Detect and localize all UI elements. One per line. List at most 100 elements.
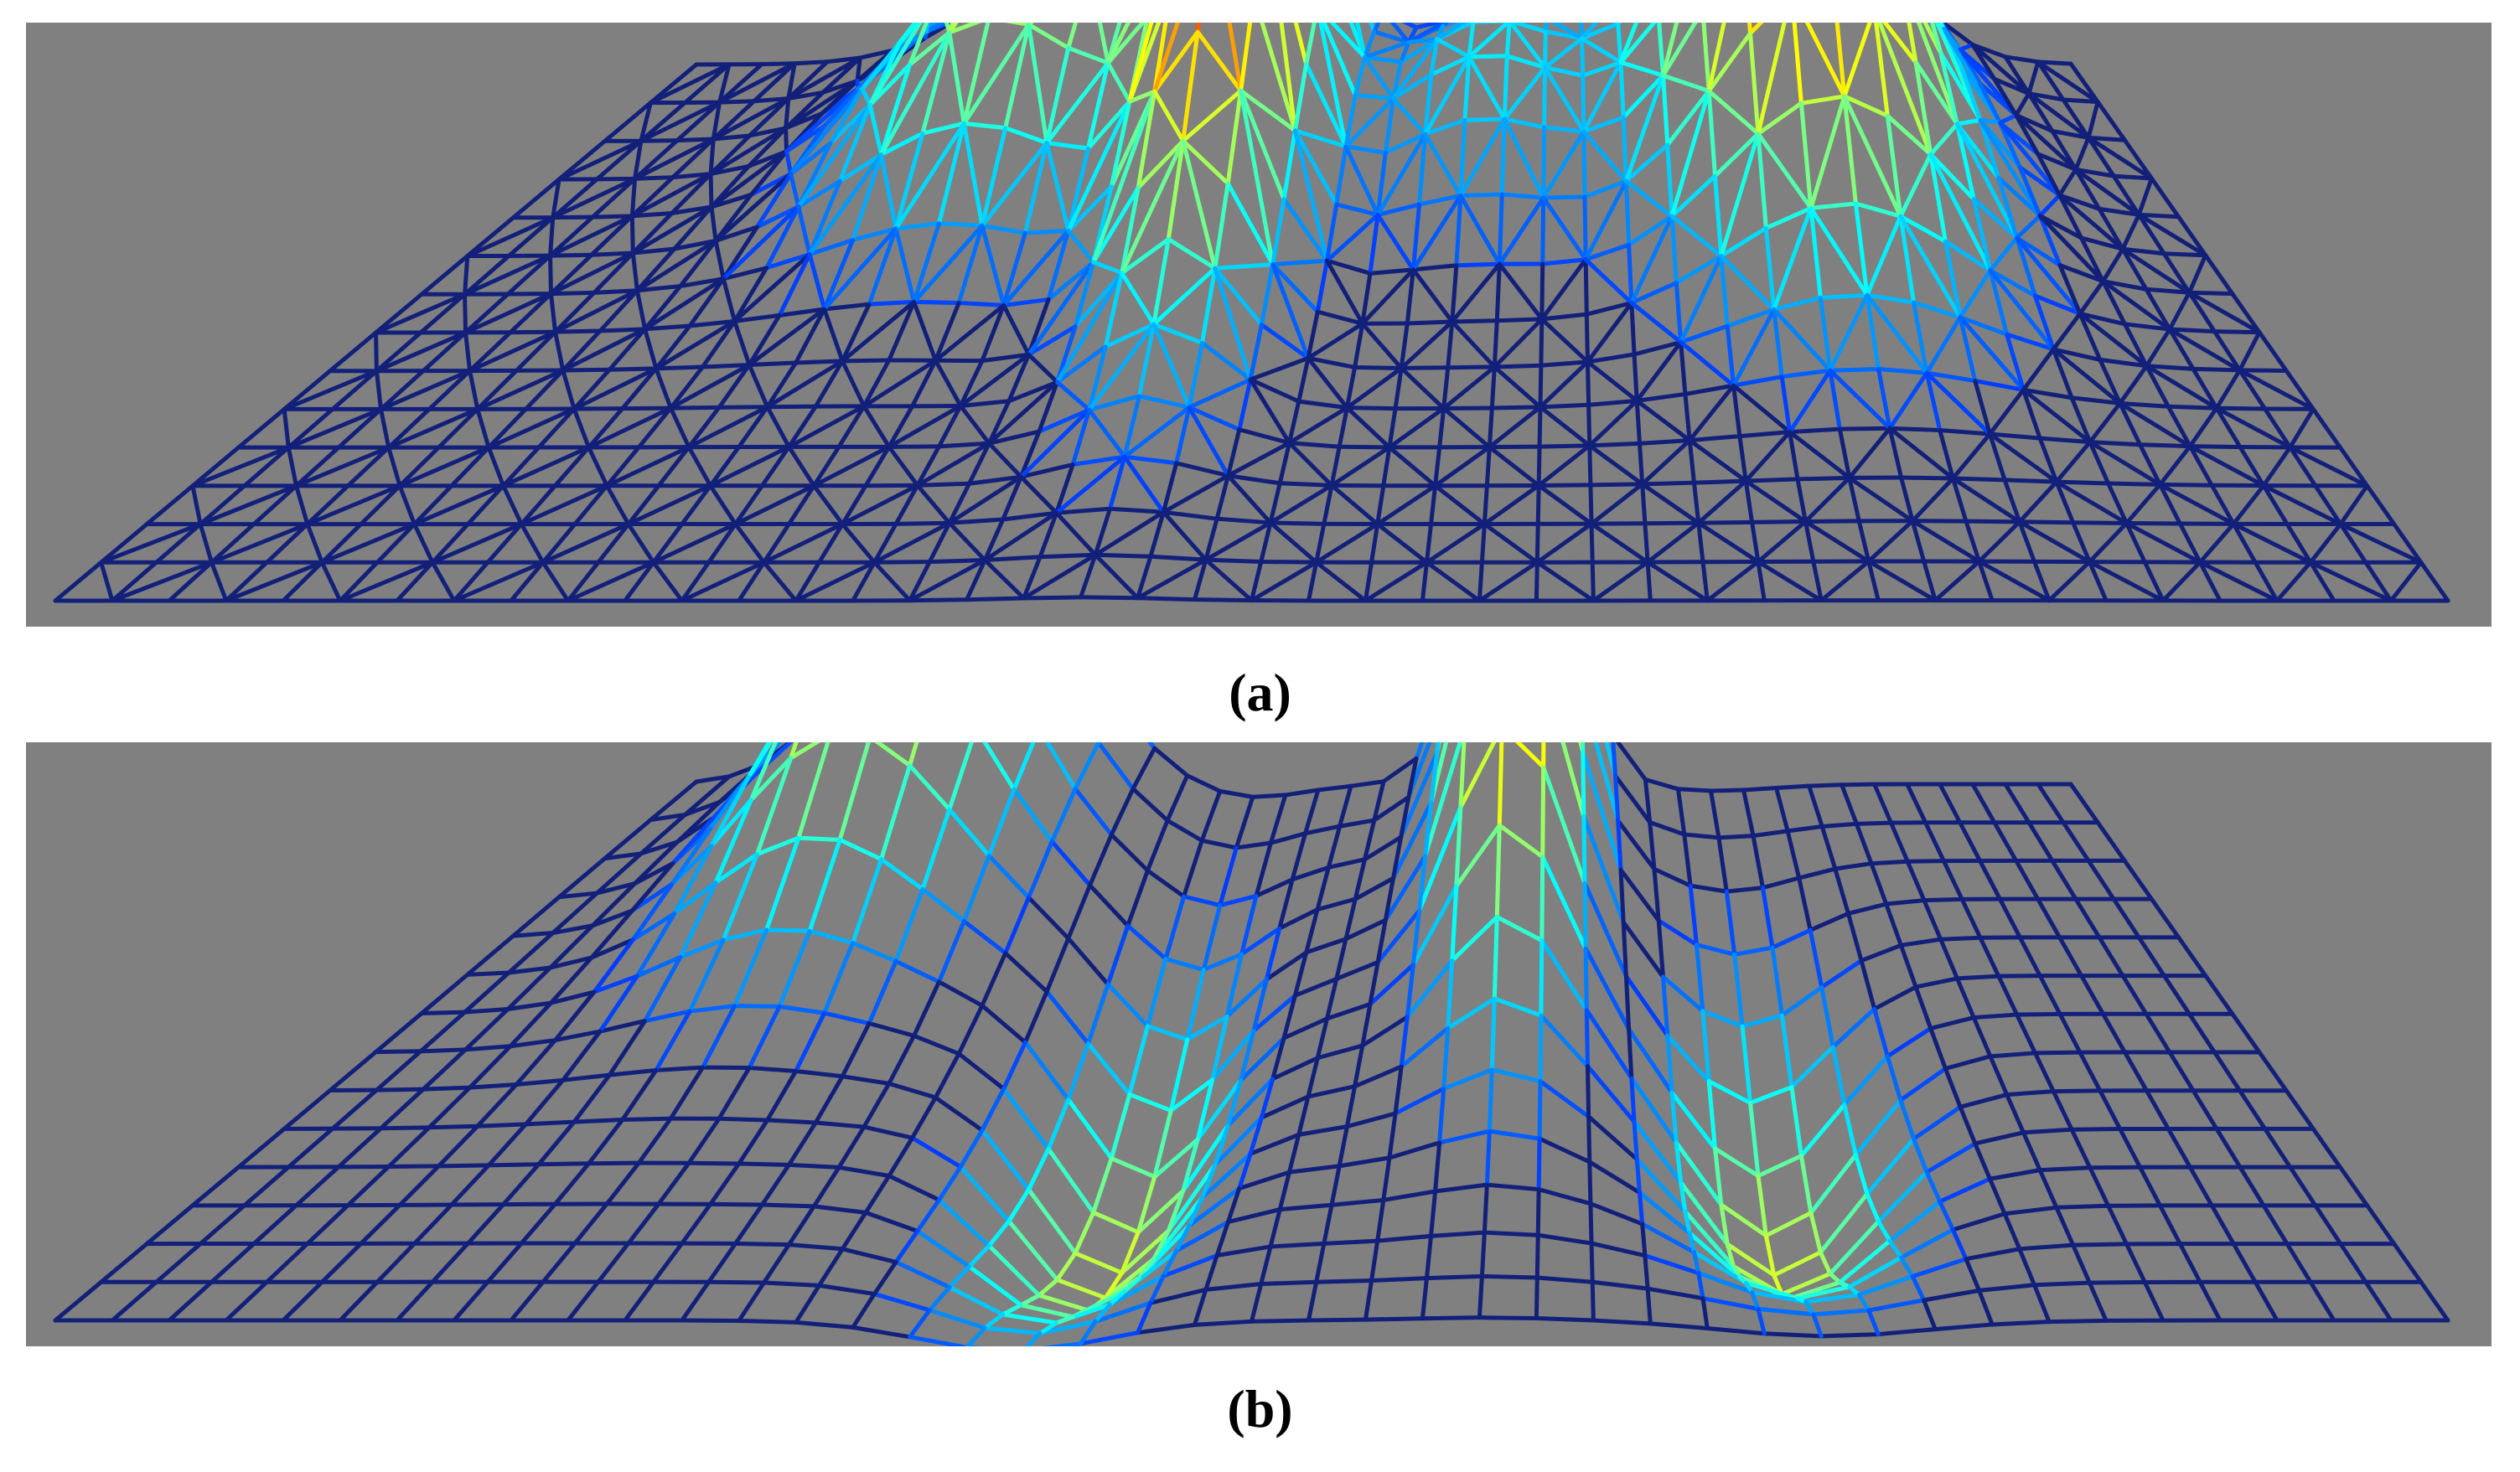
mesh-edge xyxy=(1674,281,1684,344)
mesh-edge xyxy=(1423,800,1434,859)
mesh-edge xyxy=(397,1164,441,1207)
mesh-edge xyxy=(1958,1104,1978,1146)
mesh-edge xyxy=(733,483,816,527)
mesh-edge xyxy=(1337,405,1349,449)
mesh-edge xyxy=(867,102,884,158)
mesh-edge xyxy=(1277,481,1334,488)
mesh-edge xyxy=(1046,1146,1096,1215)
mesh-edge xyxy=(1536,443,1592,488)
mesh-edge xyxy=(598,974,639,1034)
mesh-edge xyxy=(1066,99,1132,233)
mesh-edge xyxy=(1435,742,1441,755)
mesh-edge xyxy=(2005,1092,2026,1135)
mesh-edge xyxy=(717,1066,752,1121)
mesh-edge xyxy=(1632,1119,1684,1185)
mesh-edge xyxy=(305,483,402,527)
mesh-edge xyxy=(1497,195,1546,266)
mesh-edge xyxy=(762,522,791,565)
mesh-edge xyxy=(1477,560,1484,603)
mesh-edge xyxy=(1251,993,1297,1033)
mesh-edge xyxy=(879,30,952,158)
mesh-edge xyxy=(1375,1197,1386,1243)
mesh-edge xyxy=(2263,406,2293,450)
mesh-edge xyxy=(2138,442,2192,449)
mesh-edge xyxy=(762,1280,821,1288)
mesh-edge xyxy=(2086,858,2116,901)
mesh-edge xyxy=(519,483,557,527)
mesh-edge xyxy=(893,226,917,304)
mesh-edge xyxy=(1107,1273,1166,1307)
mesh-edge xyxy=(759,1202,816,1209)
mesh-edge xyxy=(1225,427,1242,478)
mesh-edge xyxy=(1213,181,1230,271)
mesh-edge xyxy=(1027,260,1096,357)
mesh-edge xyxy=(1484,1129,1492,1187)
mesh-edge xyxy=(1842,1103,1858,1158)
mesh-edge xyxy=(1866,559,1881,603)
mesh-edge xyxy=(765,1118,818,1125)
mesh-edge xyxy=(1770,945,1784,1018)
mesh-edge xyxy=(706,1279,767,1285)
mesh-edge xyxy=(1987,431,2007,483)
mesh-edge xyxy=(837,102,872,183)
mesh-edge xyxy=(980,223,1027,235)
mesh-edge xyxy=(947,30,966,126)
mesh-edge xyxy=(1640,482,1648,526)
mesh-edge xyxy=(851,940,898,963)
mesh-edge xyxy=(1027,352,1060,385)
mesh-edge xyxy=(643,1009,692,1024)
mesh-edge xyxy=(2002,478,2059,484)
mesh-edge xyxy=(2313,1203,2343,1247)
mesh-edge xyxy=(1779,368,1833,380)
mesh-edge xyxy=(1611,742,1618,778)
mesh-edge xyxy=(1497,823,1545,860)
mesh-edge xyxy=(2186,290,2217,334)
mesh-edge xyxy=(630,210,675,256)
mesh-edge xyxy=(747,360,799,368)
mesh-edge xyxy=(1779,984,1824,1018)
mesh-edge xyxy=(1581,742,1586,755)
mesh-edge xyxy=(656,1160,691,1206)
mesh-edge xyxy=(1854,821,1874,866)
mesh-edge xyxy=(1304,61,1348,149)
mesh-edge xyxy=(1854,820,1893,826)
mesh-edge xyxy=(1467,23,1476,59)
mesh-edge xyxy=(1073,742,1101,792)
mesh-edge xyxy=(1643,777,1653,824)
mesh-edge xyxy=(468,369,480,411)
mesh-edge xyxy=(840,302,872,364)
mesh-edge xyxy=(2238,330,2262,373)
mesh-edge xyxy=(486,406,528,450)
mesh-edge xyxy=(374,292,468,335)
mesh-edge xyxy=(708,126,789,177)
mesh-edge xyxy=(1441,1067,1494,1091)
mesh-edge xyxy=(1694,943,1705,1014)
mesh-edge xyxy=(2086,135,2154,181)
mesh-edge xyxy=(2047,1318,2109,1325)
mesh-edge xyxy=(1109,787,1136,837)
mesh-edge xyxy=(1073,260,1096,329)
mesh-edge xyxy=(747,363,770,410)
mesh-edge xyxy=(708,137,716,177)
mesh-edge xyxy=(1093,506,1112,557)
mesh-edge xyxy=(1487,405,1543,450)
mesh-edge xyxy=(1360,1015,1410,1048)
mesh-edge xyxy=(541,1241,577,1284)
mesh-edge xyxy=(1661,974,1670,1038)
mesh-edge xyxy=(1387,1140,1442,1160)
mesh-edge xyxy=(1161,473,1230,514)
mesh-edge xyxy=(594,176,638,182)
mesh-edge xyxy=(1853,1098,1903,1158)
mesh-edge xyxy=(1343,96,1395,149)
mesh-edge xyxy=(1441,364,1497,411)
mesh-edge xyxy=(1648,1321,1710,1331)
mesh-edge xyxy=(2069,395,2123,405)
mesh-edge xyxy=(1740,1013,1784,1029)
mesh-edge xyxy=(737,1118,770,1166)
mesh-edge xyxy=(1281,197,1329,263)
mesh-edge xyxy=(1988,1054,2010,1098)
mesh-edge xyxy=(1809,201,1858,210)
mesh-edge xyxy=(2197,560,2222,603)
mesh-edge xyxy=(639,101,687,143)
mesh-edge xyxy=(282,406,291,450)
